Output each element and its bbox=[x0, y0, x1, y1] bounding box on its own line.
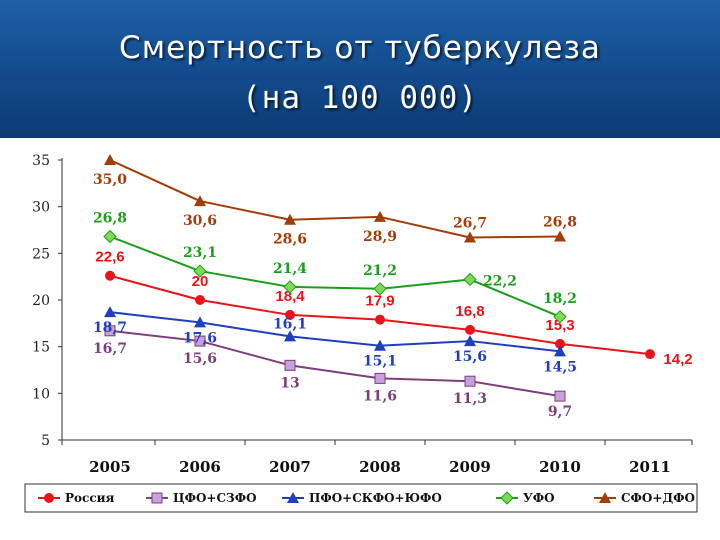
data-label-cfo: 11,6 bbox=[363, 388, 397, 404]
data-label-russia: 16,8 bbox=[455, 303, 484, 320]
data-label-russia: 17,9 bbox=[365, 293, 394, 310]
x-tick-label: 2008 bbox=[359, 458, 401, 476]
point-russia bbox=[195, 295, 205, 305]
legend-box bbox=[24, 483, 698, 513]
point-pfo bbox=[284, 330, 296, 342]
data-label-russia: 14,2 bbox=[663, 351, 692, 368]
data-label-ufo: 21,2 bbox=[363, 263, 397, 279]
data-label-pfo: 15,1 bbox=[363, 354, 397, 370]
point-ufo bbox=[283, 280, 297, 294]
legend-entry-russia: Россия bbox=[65, 491, 115, 505]
point-pfo bbox=[554, 345, 566, 357]
data-label-ufo: 22,2 bbox=[483, 273, 517, 289]
data-label-pfo: 14,5 bbox=[543, 359, 577, 375]
x-tick-label: 2005 bbox=[89, 458, 131, 476]
data-label-ufo: 26,8 bbox=[93, 211, 127, 227]
x-tick-label: 2011 bbox=[629, 458, 671, 476]
x-tick-label: 2010 bbox=[539, 458, 581, 476]
data-label-cfo: 15,6 bbox=[183, 351, 217, 367]
data-label-russia: 22,6 bbox=[95, 249, 124, 266]
data-label-ufo: 18,2 bbox=[543, 291, 577, 307]
data-label-ufo: 21,4 bbox=[273, 261, 307, 277]
point-sfo bbox=[554, 230, 566, 242]
point-cfo bbox=[194, 335, 206, 347]
data-label-cfo: 9,7 bbox=[548, 404, 572, 420]
series-line-ufo bbox=[109, 235, 561, 318]
data-label-cfo: 11,3 bbox=[453, 391, 487, 407]
point-russia bbox=[375, 314, 385, 325]
point-cfo bbox=[554, 390, 566, 402]
legend-marker-ufo bbox=[500, 491, 514, 505]
data-label-sfo: 26,8 bbox=[543, 215, 577, 231]
point-pfo bbox=[464, 335, 476, 347]
y-tick-label: 25 bbox=[32, 246, 50, 262]
point-pfo bbox=[194, 316, 206, 328]
series-line-sfo bbox=[109, 159, 561, 239]
data-label-pfo: 18,7 bbox=[93, 320, 127, 336]
data-label-cfo: 16,7 bbox=[93, 341, 127, 357]
x-tick-label: 2006 bbox=[179, 458, 221, 476]
legend-marker-pfo bbox=[287, 492, 299, 503]
legend-entry-sfo: СФО+ДФО bbox=[621, 491, 695, 505]
point-russia bbox=[555, 338, 565, 349]
point-cfo bbox=[284, 359, 296, 371]
data-label-sfo: 30,6 bbox=[183, 213, 217, 229]
point-russia bbox=[465, 324, 475, 335]
point-cfo bbox=[104, 325, 116, 337]
y-tick-label: 10 bbox=[32, 386, 50, 402]
title-banner: Смертность от туберкулеза (на 100 000) bbox=[0, 0, 720, 138]
point-ufo bbox=[103, 229, 117, 244]
data-label-russia: 20 bbox=[192, 273, 209, 290]
point-russia bbox=[645, 349, 655, 360]
legend-marker-cfo bbox=[151, 492, 163, 504]
data-label-pfo: 16,1 bbox=[273, 316, 307, 332]
data-label-sfo: 28,6 bbox=[273, 232, 307, 248]
data-label-russia: 18,4 bbox=[275, 288, 305, 305]
series-line-cfo bbox=[109, 329, 561, 398]
data-label-pfo: 15,6 bbox=[453, 349, 487, 365]
chart-title: Смертность от туберкулеза bbox=[119, 30, 601, 66]
point-sfo bbox=[104, 154, 116, 165]
legend-marker-russia bbox=[44, 493, 54, 503]
x-tick-label: 2007 bbox=[269, 458, 311, 476]
data-label-ufo: 23,1 bbox=[183, 245, 217, 261]
data-label-russia: 15,3 bbox=[545, 317, 574, 334]
data-label-sfo: 35,0 bbox=[93, 172, 127, 188]
point-sfo bbox=[194, 195, 206, 207]
point-ufo bbox=[193, 264, 207, 278]
y-tick-label: 5 bbox=[41, 433, 50, 449]
point-russia bbox=[285, 309, 295, 320]
legend-entry-ufo: УФО bbox=[523, 491, 555, 505]
data-label-cfo: 13 bbox=[280, 375, 299, 391]
y-tick-label: 15 bbox=[32, 340, 50, 356]
y-tick-label: 30 bbox=[32, 200, 50, 216]
data-label-pfo: 17,6 bbox=[183, 330, 217, 346]
y-tick-label: 35 bbox=[32, 153, 50, 169]
point-sfo bbox=[284, 213, 296, 225]
legend-entry-cfo: ЦФО+СЗФО bbox=[173, 491, 257, 505]
point-sfo bbox=[374, 210, 386, 222]
series-line-pfo bbox=[109, 311, 561, 353]
x-tick-label: 2009 bbox=[449, 458, 491, 476]
chart-subtitle: (на 100 000) bbox=[242, 80, 478, 116]
point-russia bbox=[105, 270, 115, 281]
y-tick-label: 20 bbox=[32, 293, 50, 309]
point-cfo bbox=[374, 372, 386, 384]
point-pfo bbox=[104, 306, 116, 318]
legend-marker-sfo bbox=[599, 492, 611, 503]
point-cfo bbox=[464, 375, 476, 387]
point-ufo bbox=[553, 310, 567, 324]
legend-entry-pfo: ПФО+СКФО+ЮФО bbox=[309, 491, 442, 505]
point-pfo bbox=[374, 339, 386, 351]
point-sfo bbox=[464, 231, 476, 243]
data-label-sfo: 28,9 bbox=[363, 229, 397, 245]
data-label-sfo: 26,7 bbox=[453, 215, 487, 231]
point-ufo bbox=[373, 282, 387, 296]
point-ufo bbox=[463, 272, 477, 287]
